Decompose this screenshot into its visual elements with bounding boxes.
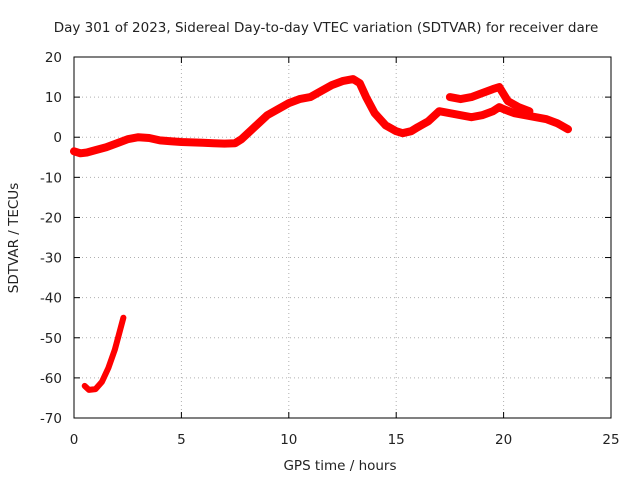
grid-lines (74, 57, 611, 418)
chart-title: Day 301 of 2023, Sidereal Day-to-day VTE… (54, 20, 599, 36)
series-line-1 (70, 75, 572, 158)
y-tick-label: -20 (40, 210, 62, 226)
y-tick-label: -50 (40, 331, 62, 347)
y-axis-label: SDTVAR / TECUs (6, 183, 22, 293)
series-line-2 (445, 83, 534, 116)
y-tick-label: -30 (40, 251, 62, 267)
y-tick-label: -10 (40, 170, 62, 186)
x-tick-label: 10 (280, 432, 297, 448)
y-tick-label: 20 (45, 50, 62, 66)
y-tick-label: -60 (40, 371, 62, 387)
axis-ticks: 0 5 10 15 20 25 20 10 0 -10 -20 -30 -40 -50 -60 -70 (40, 50, 620, 448)
y-tick-label: 0 (53, 130, 62, 146)
x-tick-label: 25 (602, 432, 619, 448)
series-layer (70, 75, 572, 393)
y-tick-label: -40 (40, 291, 62, 307)
x-tick-label: 5 (177, 432, 186, 448)
plot-frame (73, 56, 612, 419)
y-tick-label: -70 (40, 411, 62, 427)
x-tick-label: 15 (388, 432, 405, 448)
x-tick-label: 0 (70, 432, 79, 448)
x-axis-label: GPS time / hours (283, 458, 396, 474)
series-line-3 (81, 314, 127, 393)
y-tick-label: 10 (45, 90, 62, 106)
x-tick-label: 20 (495, 432, 512, 448)
